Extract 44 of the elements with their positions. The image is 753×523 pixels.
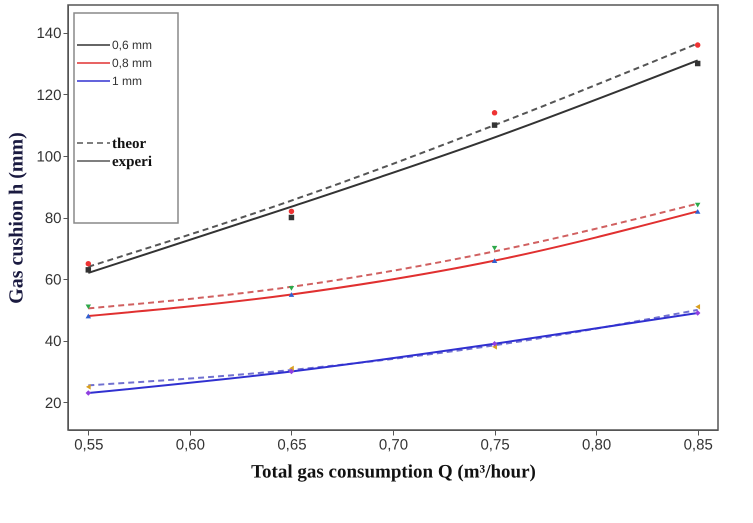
- legend-label: 0,8 mm: [112, 56, 152, 70]
- point: [86, 260, 92, 266]
- y-axis-title: Gas cushion h (mm): [5, 132, 28, 304]
- point: [288, 368, 294, 374]
- point: [695, 304, 700, 310]
- y-tick-label: 60: [44, 272, 62, 289]
- point: [288, 292, 294, 297]
- point: [694, 310, 700, 316]
- x-tick-label: 0,85: [684, 436, 713, 454]
- point: [86, 314, 92, 318]
- x-tick-label: 0,55: [74, 436, 104, 454]
- y-tick-label: 100: [36, 148, 62, 166]
- y-tick-label: 80: [44, 210, 62, 227]
- point: [492, 110, 498, 116]
- point: [492, 258, 498, 263]
- y-tick-label: 120: [36, 86, 62, 104]
- point: [86, 267, 92, 273]
- point: [694, 42, 700, 48]
- x-tick-label: 0,75: [480, 436, 510, 454]
- point: [694, 202, 700, 208]
- point: [492, 246, 498, 251]
- y-tick-label: 140: [36, 25, 62, 42]
- point: [288, 286, 294, 291]
- x-tick-label: 0,70: [378, 436, 408, 454]
- point: [289, 366, 294, 372]
- point: [694, 60, 700, 66]
- annotation: theor: [112, 136, 146, 152]
- x-tick-label: 0,60: [176, 436, 205, 454]
- annotation: experi: [112, 154, 152, 170]
- legend-label: 0,6 mm: [112, 38, 152, 52]
- point: [86, 304, 92, 310]
- point: [86, 384, 91, 390]
- legend-label: 1 mm: [112, 74, 142, 88]
- y-tick-label: 20: [44, 394, 62, 412]
- point: [288, 208, 294, 214]
- point: [492, 122, 498, 128]
- x-tick-label: 0,65: [277, 436, 307, 454]
- x-axis-title: Total gas consumption Q (m³/hour): [251, 462, 536, 482]
- point: [694, 208, 700, 214]
- point: [288, 214, 294, 220]
- point: [492, 341, 498, 347]
- point: [86, 390, 92, 396]
- x-tick-label: 0,80: [582, 436, 612, 454]
- y-tick-label: 40: [44, 333, 62, 350]
